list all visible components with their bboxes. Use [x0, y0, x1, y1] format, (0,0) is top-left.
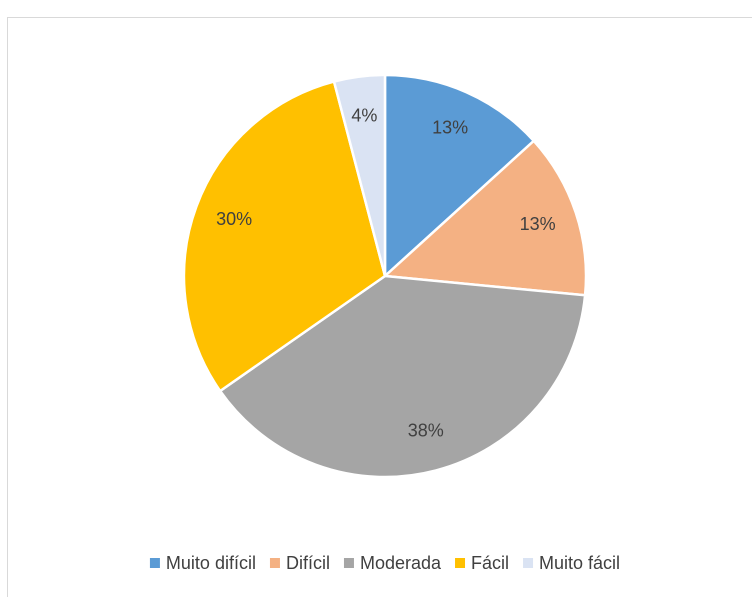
- legend-swatch: [149, 558, 160, 568]
- legend-swatch: [455, 558, 466, 568]
- data-label: 13%: [520, 214, 556, 234]
- legend-swatch: [269, 558, 280, 568]
- pie-slice: [218, 274, 587, 479]
- data-label: 30%: [216, 209, 252, 229]
- pie-slice: [382, 139, 588, 297]
- data-label: 4%: [351, 105, 377, 125]
- legend-swatch: [523, 558, 534, 568]
- legend-label: Fácil: [471, 553, 509, 573]
- legend-label: Difícil: [286, 553, 330, 573]
- legend-label: Muito difícil: [166, 553, 256, 573]
- data-label: 13%: [432, 118, 468, 138]
- legend-swatch: [343, 558, 354, 568]
- pie-slice: [182, 80, 387, 393]
- legend-label: Moderada: [360, 553, 442, 573]
- pie-slice: [383, 73, 536, 279]
- data-label: 38%: [408, 420, 444, 440]
- pie-slice: [332, 73, 387, 277]
- legend-label: Muito fácil: [539, 553, 620, 573]
